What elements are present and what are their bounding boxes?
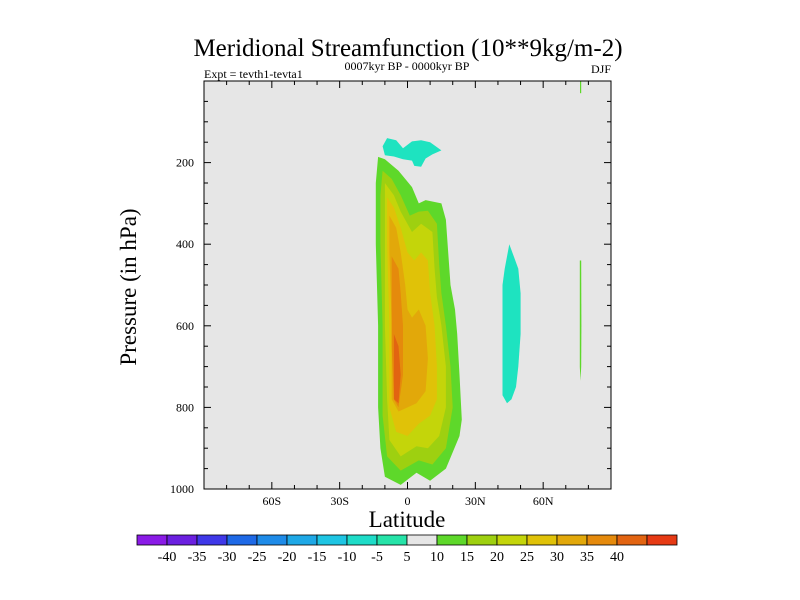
colorbar-box bbox=[406, 534, 438, 546]
colorbar-box bbox=[166, 534, 198, 546]
axis-ticks bbox=[203, 80, 612, 490]
colorbar-box bbox=[136, 534, 168, 546]
colorbar-box bbox=[196, 534, 228, 546]
contour-polar-positive-strip-upper bbox=[580, 81, 582, 94]
x-tick-label: 30N bbox=[465, 494, 486, 508]
colorbar-box bbox=[586, 534, 618, 546]
x-axis-label: Latitude bbox=[369, 507, 446, 532]
colorbar-box bbox=[346, 534, 378, 546]
y-tick-label: 200 bbox=[176, 156, 194, 170]
colorbar-box bbox=[376, 534, 408, 546]
contour-south-cell-level-35 bbox=[393, 334, 401, 404]
y-tick-label: 400 bbox=[176, 237, 194, 251]
colorbar-label: -20 bbox=[278, 550, 297, 565]
colorbar-box bbox=[226, 534, 258, 546]
colorbar-label: -15 bbox=[308, 550, 327, 565]
colorbar-label: 40 bbox=[610, 550, 624, 565]
colorbar-labels: -40 -35 -30 -25 -20 -15 -10 -5 5 10 15 20 25 30 35 40 bbox=[158, 550, 624, 565]
contour-regions bbox=[375, 81, 582, 485]
colorbar-label: -30 bbox=[218, 550, 237, 565]
contour-upper-negative-patch bbox=[382, 138, 442, 167]
experiment-label: Expt = tevth1-tevta1 bbox=[204, 67, 303, 81]
colorbar-box bbox=[316, 534, 348, 546]
colorbar bbox=[136, 534, 678, 546]
x-tick-label: 0 bbox=[405, 494, 411, 508]
colorbar-label: 25 bbox=[520, 550, 534, 565]
x-tick-label: 60N bbox=[533, 494, 554, 508]
colorbar-box bbox=[526, 534, 558, 546]
colorbar-label: -10 bbox=[338, 550, 357, 565]
y-axis-label: Pressure (in hPa) bbox=[116, 208, 141, 365]
period-label: 0007kyr BP - 0000kyr BP bbox=[345, 59, 470, 73]
colorbar-label: 30 bbox=[550, 550, 564, 565]
y-tick-label: 1000 bbox=[170, 482, 194, 496]
contour-mid-north-negative-patch bbox=[502, 244, 521, 404]
colorbar-label: 35 bbox=[580, 550, 594, 565]
x-tick-label: 30S bbox=[330, 494, 349, 508]
x-tick-label: 60S bbox=[262, 494, 281, 508]
y-tick-label: 800 bbox=[176, 400, 194, 414]
colorbar-label: -35 bbox=[188, 550, 207, 565]
colorbar-box bbox=[286, 534, 318, 546]
colorbar-box bbox=[436, 534, 468, 546]
colorbar-label: 10 bbox=[430, 550, 444, 565]
chart-title: Meridional Streamfunction (10**9kg/m-2) bbox=[193, 35, 622, 62]
colorbar-box bbox=[556, 534, 588, 546]
x-tick-labels: 60S 30S 0 30N 60N bbox=[262, 494, 553, 508]
y-tick-label: 600 bbox=[176, 319, 194, 333]
colorbar-label: -25 bbox=[248, 550, 267, 565]
season-label: DJF bbox=[591, 62, 611, 76]
colorbar-box bbox=[496, 534, 528, 546]
y-tick-labels: 200 400 600 800 1000 bbox=[170, 156, 194, 496]
colorbar-label: -40 bbox=[158, 550, 177, 565]
colorbar-label: 15 bbox=[460, 550, 474, 565]
contour-polar-positive-strip-lower bbox=[579, 260, 582, 381]
colorbar-label: 20 bbox=[490, 550, 504, 565]
colorbar-box bbox=[256, 534, 288, 546]
colorbar-box bbox=[466, 534, 498, 546]
colorbar-box bbox=[646, 534, 678, 546]
colorbar-box bbox=[616, 534, 648, 546]
colorbar-label: -5 bbox=[371, 550, 383, 565]
colorbar-label: 5 bbox=[404, 550, 411, 565]
